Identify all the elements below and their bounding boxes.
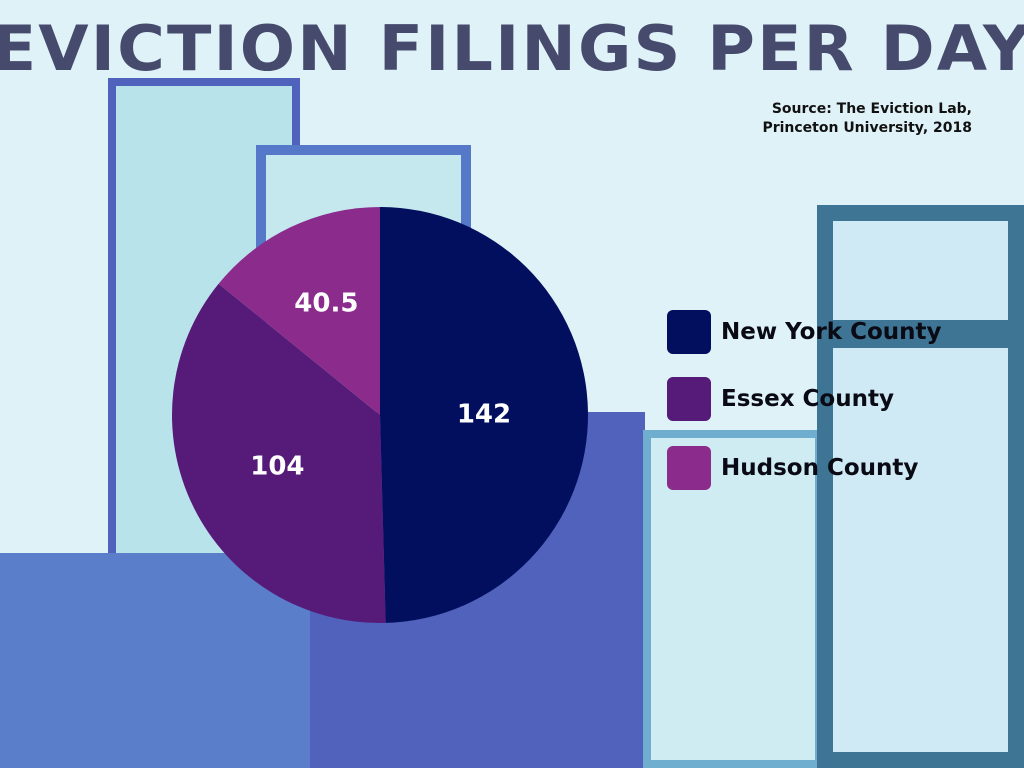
legend-item-hudson: Hudson County bbox=[667, 446, 918, 490]
pie-slice-essex-county bbox=[171, 283, 386, 624]
data-label: 104 bbox=[250, 452, 304, 482]
legend-label: Hudson County bbox=[721, 455, 919, 481]
legend-label: Essex County bbox=[721, 386, 894, 412]
source-line-1: Source: The Eviction Lab, bbox=[771, 101, 972, 117]
chart-title: EVICTION FILINGS PER DAY bbox=[0, 12, 1024, 85]
data-label: 40.5 bbox=[294, 288, 358, 318]
legend-item-new-york: New York County bbox=[667, 310, 942, 354]
legend-label: New York County bbox=[721, 319, 942, 345]
building-right-band bbox=[817, 320, 1024, 348]
source-note: Source: The Eviction Lab, Princeton Univ… bbox=[762, 100, 972, 138]
legend-swatch bbox=[667, 377, 711, 421]
legend-swatch bbox=[667, 446, 711, 490]
legend-swatch bbox=[667, 310, 711, 354]
legend-item-essex: Essex County bbox=[667, 377, 894, 421]
pie-slice-new-york-county bbox=[380, 207, 589, 623]
source-line-2: Princeton University, 2018 bbox=[762, 120, 972, 136]
data-label: 142 bbox=[457, 400, 511, 430]
pie-slice-hudson-county bbox=[218, 207, 380, 415]
